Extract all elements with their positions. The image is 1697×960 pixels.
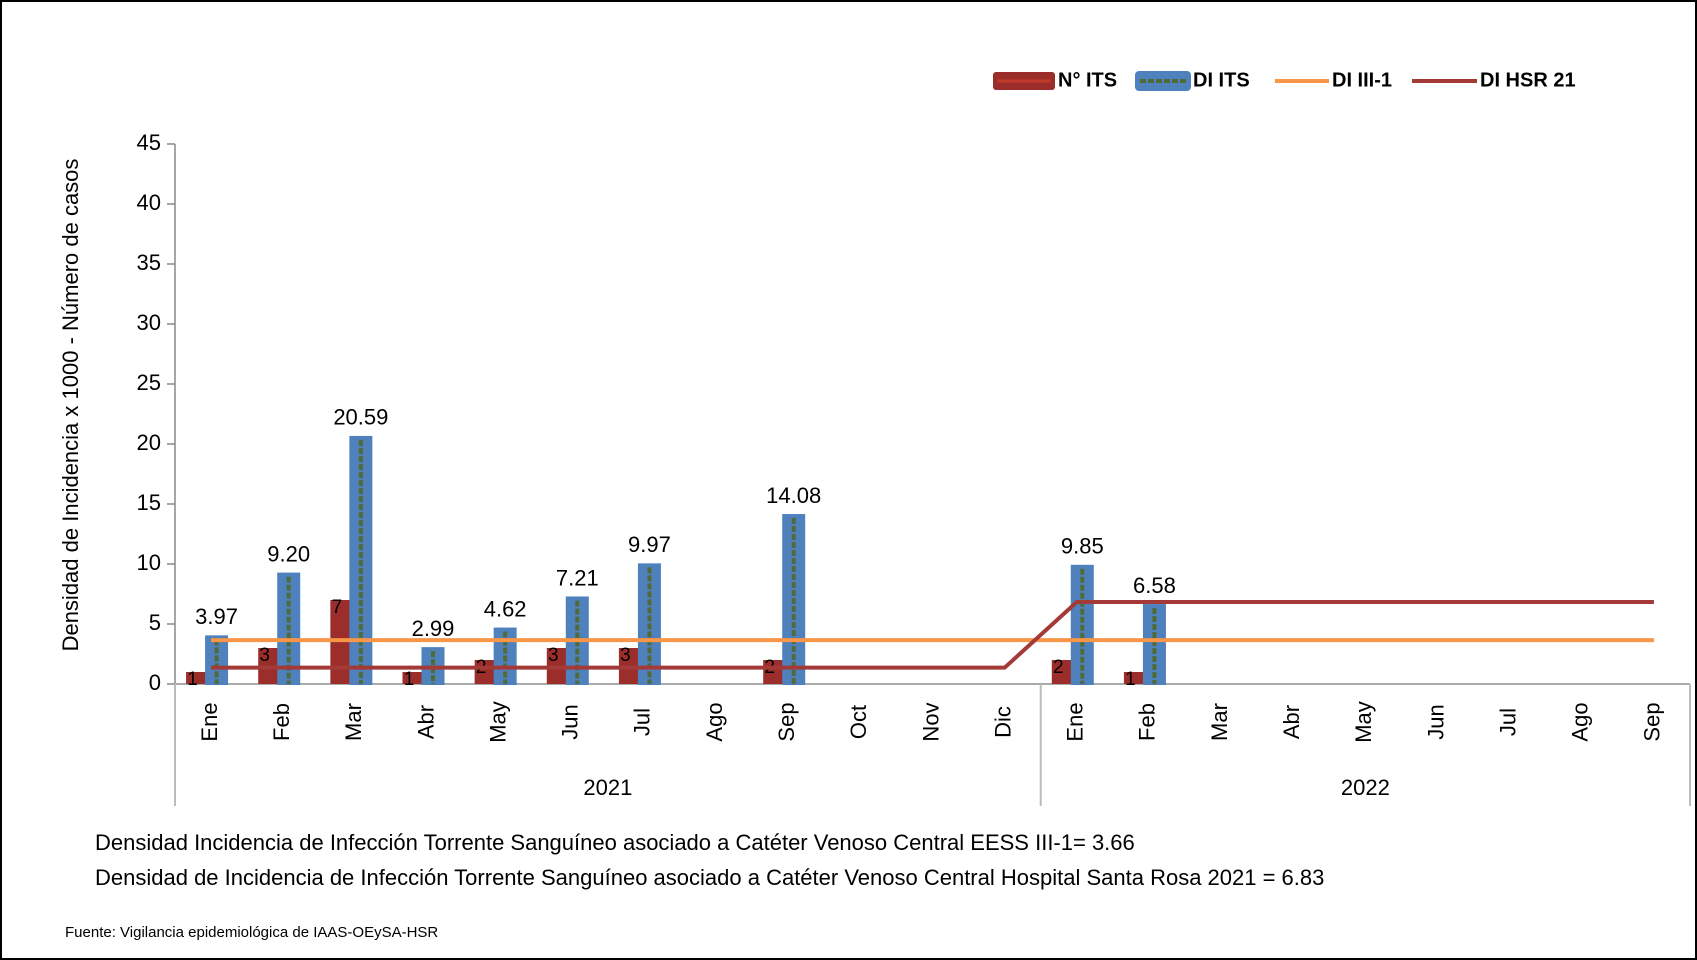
bar [186,672,208,684]
bar [1123,672,1145,684]
group-label: 2021 [583,775,632,800]
x-tick-label: Sep [774,702,799,741]
y-tick-label: 10 [137,550,161,575]
x-tick-label: Dic [990,706,1015,738]
data-label: 7 [332,597,343,618]
data-label: 1 [1125,669,1136,690]
group-label: 2022 [1341,775,1390,800]
data-label: 3 [548,645,559,666]
data-label: 7.21 [556,565,599,590]
data-label: 1 [187,669,198,690]
data-label: 3.97 [195,604,238,629]
data-label: 9.85 [1061,534,1104,559]
bar [1051,660,1073,684]
x-tick-label: Ene [197,702,222,741]
legend-label: DI HSR 21 [1480,69,1576,91]
line [211,600,1654,670]
x-tick-label: Ago [702,702,727,741]
y-axis-label: Densidad de Incidencia x 1000 - Número d… [58,159,83,652]
legend-swatch [1135,71,1191,91]
x-tick-label: Mar [341,703,366,741]
x-tick-label: Abr [413,705,438,739]
data-label: 6.58 [1133,573,1176,598]
x-tick-label: Ene [1063,702,1088,741]
data-label: 2.99 [412,616,455,641]
y-tick-label: 40 [137,190,161,215]
y-tick-label: 15 [137,490,161,515]
data-label: 9.97 [628,532,671,557]
x-tick-label: Feb [1135,703,1160,741]
y-tick-label: 45 [137,130,161,155]
data-label: 3 [259,645,270,666]
data-label: 2 [1053,657,1064,678]
note: Densidad de Incidencia de Infección Torr… [95,865,1324,890]
x-tick-label: Nov [918,702,943,741]
y-tick-label: 5 [149,610,161,635]
source: Fuente: Vigilancia epidemiológica de IAA… [65,924,438,941]
data-label: 3 [620,645,631,666]
x-tick-label: Ago [1568,702,1593,741]
bar [402,672,424,684]
data-label: 1 [404,669,415,690]
y-tick-label: 20 [137,430,161,455]
data-label: 9.20 [267,541,310,566]
x-tick-label: May [485,701,510,743]
x-tick-label: May [1351,701,1376,743]
legend-label: DI ITS [1193,69,1250,91]
note: Densidad Incidencia de Infección Torrent… [95,830,1135,855]
y-tick-label: 0 [149,670,161,695]
y-tick-label: 30 [137,310,161,335]
legend-label: N° ITS [1058,69,1117,91]
x-tick-label: Mar [1207,703,1232,741]
y-tick-label: 25 [137,370,161,395]
x-tick-label: Abr [1279,705,1304,739]
data-label: 14.08 [766,483,821,508]
x-tick-label: Jun [558,704,583,739]
x-tick-label: Oct [846,705,871,739]
data-label: 20.59 [333,405,388,430]
x-tick-label: Feb [269,703,294,741]
data-label: 4.62 [484,596,527,621]
legend-label: DI III-1 [1332,69,1392,91]
x-tick-label: Sep [1640,702,1665,741]
y-tick-label: 35 [137,250,161,275]
x-tick-label: Jul [1495,708,1520,736]
x-tick-label: Jul [630,708,655,736]
x-tick-label: Jun [1423,704,1448,739]
